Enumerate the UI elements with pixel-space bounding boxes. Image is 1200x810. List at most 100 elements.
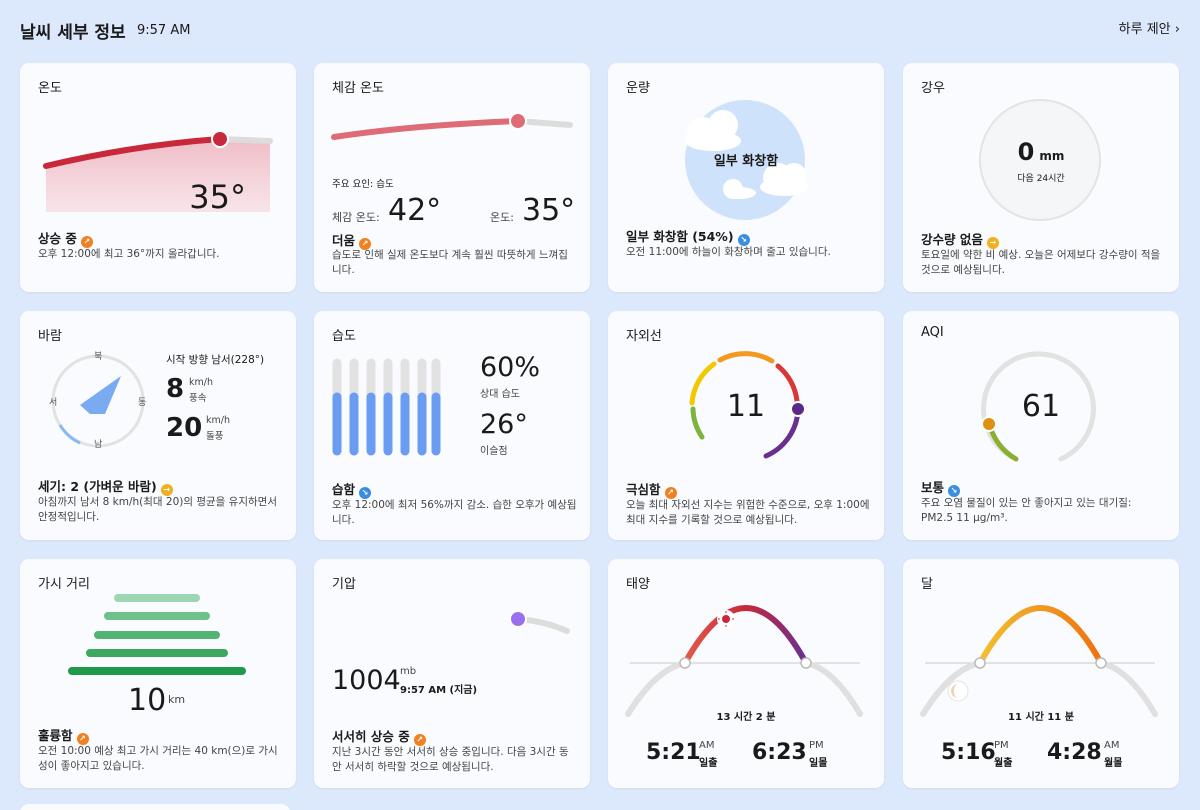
wind-compass xyxy=(51,354,145,448)
rain-amount: 0 mm xyxy=(1017,138,1065,166)
status: 일부 화창함 (54%) ↘ xyxy=(626,226,750,246)
cloud-center-label: 일부 화창함 xyxy=(713,154,779,169)
sunrise-time: 5:21 xyxy=(646,740,701,765)
description: 아침까지 남서 8 km/h(최대 20)의 평균을 유지하면서 안정적입니다. xyxy=(38,496,277,523)
compass-east: 동 xyxy=(138,398,147,408)
status: 보통 ↘ xyxy=(921,477,961,497)
moonrise-time: 5:16 xyxy=(941,740,996,765)
description: 습도로 인해 실제 온도보다 계속 훨씬 따뜻하게 느껴집니다. xyxy=(332,249,568,276)
uv-value: 11 xyxy=(726,389,766,424)
feels-label: 체감 온도: xyxy=(332,211,380,224)
rain-gauge xyxy=(979,99,1101,221)
status: 세기: 2 (가벼운 바람) → xyxy=(38,476,173,496)
temperature-card[interactable]: 온도 35° 상승 중 ↗ 오후 12:00에 최고 36°까지 올라갑니다. xyxy=(20,63,296,292)
trend-down-icon: ↘ xyxy=(737,234,750,246)
humidity-label: 상대 습도 xyxy=(480,389,520,400)
temperature-value: 35° xyxy=(189,178,246,216)
wind-speed-unit: km/h xyxy=(189,377,213,388)
description: 지난 3시간 동안 서서히 상승 중입니다. 다음 3시간 동안 서서히 하락할… xyxy=(332,746,569,773)
aqi-value: 61 xyxy=(1021,389,1061,424)
header: 날씨 세부 정보 9:57 AM 하루 제안 › xyxy=(20,14,1180,44)
trend-down-icon: ↘ xyxy=(948,485,961,497)
wind-gust-unit: km/h xyxy=(206,415,230,426)
wind-speed-label: 풍속 xyxy=(189,393,207,404)
wind-direction: 시작 방향 남서(228°) xyxy=(166,354,265,366)
trend-up-icon: ↗ xyxy=(76,733,89,745)
card-title: 달 xyxy=(921,577,933,592)
dew-point-label: 이슬점 xyxy=(480,446,508,457)
card-title: 가시 거리 xyxy=(38,577,90,592)
wind-speed: 8 xyxy=(166,374,185,404)
trend-up-icon: ↗ xyxy=(664,487,677,499)
status: 극심함 ↗ xyxy=(626,479,677,499)
description: 오전 10:00 예상 최고 가시 거리는 40 km(으)로 가시성이 좋아지… xyxy=(38,745,278,772)
description: 주요 오염 물질이 있는 안 좋아지고 있는 대기질: PM2.5 11 µg/… xyxy=(921,497,1132,524)
card-title: 운량 xyxy=(626,81,650,96)
status: 서서히 상승 중 ↗ xyxy=(332,726,426,746)
feels-like-card[interactable]: 체감 온도 주요 요인: 습도 체감 온도: 42° 온도: 35° 더움 ↗ 습… xyxy=(314,63,590,292)
temp-value: 35° xyxy=(522,193,576,228)
trend-up-icon: ↗ xyxy=(413,734,426,746)
sun-card[interactable]: 태양 13 시간 2 분 5:21 AM 일출 6:23 PM 일몰 xyxy=(608,559,884,788)
card-title: 바람 xyxy=(38,329,62,344)
sun-arc-graph xyxy=(625,605,863,717)
trend-down-icon: ↘ xyxy=(359,487,372,499)
moon-card[interactable]: 달 11 시간 11 분 5:16 PM 월출 4:28 AM 월몰 xyxy=(903,559,1179,788)
cloud-cover-card[interactable]: 운량 일부 화창함 일부 화창함 (54%) ↘ 오전 11:00에 하늘이 화창… xyxy=(608,63,884,292)
trend-up-icon: ↗ xyxy=(359,238,372,250)
sunset-time: 6:23 xyxy=(752,740,807,765)
feels-like-graph xyxy=(331,112,573,140)
pressure-time: 9:57 AM (지금) xyxy=(400,685,478,696)
trend-up-icon: ↗ xyxy=(80,236,93,248)
aqi-gauge xyxy=(981,351,1096,462)
uv-gauge xyxy=(689,351,806,459)
status: 강수량 없음 → xyxy=(921,229,999,249)
pressure-unit: mb xyxy=(400,666,417,677)
wind-card[interactable]: 바람 북 남 서 동 시작 방향 남서(228°) 8 km/h 풍속 20 k… xyxy=(20,311,296,540)
description: 오후 12:00에 최고 36°까지 올라갑니다. xyxy=(38,248,220,260)
wind-gust: 20 xyxy=(166,413,203,443)
status: 더움 ↗ xyxy=(332,230,372,250)
humidity-value: 60% xyxy=(480,352,541,383)
status: 상승 중 ↗ xyxy=(38,228,93,248)
rain-card[interactable]: 강우 0 mm 다음 24시간 강수량 없음 → 토요일에 약한 비 예상. 오늘… xyxy=(903,63,1179,292)
feels-value: 42° xyxy=(388,193,442,228)
sunset-label: 일몰 xyxy=(809,758,828,769)
uv-card[interactable]: 자외선 11 극심함 ↗ 오늘 최대 자외선 지수는 위험한 수준으로, 오후 1… xyxy=(608,311,884,540)
pressure-value: 1004 xyxy=(332,665,401,696)
description: 오전 11:00에 하늘이 화창하며 줄고 있습니다. xyxy=(626,246,831,258)
moonset-label: 월몰 xyxy=(1104,758,1123,769)
card-title: 태양 xyxy=(626,577,650,592)
description: 오늘 최대 자외선 지수는 위험한 수준으로, 오후 1:00에 최대 지수를 … xyxy=(626,499,870,526)
status: 습함 ↘ xyxy=(332,479,372,499)
moonset-ampm: AM xyxy=(1104,740,1120,751)
aqi-card[interactable]: AQI 61 보통 ↘ 주요 오염 물질이 있는 안 좋아지고 있는 대기질: P… xyxy=(903,311,1179,540)
moon-arc-graph xyxy=(920,605,1158,717)
temperature-graph xyxy=(43,130,273,212)
trend-flat-icon: → xyxy=(160,484,173,496)
card-title: 자외선 xyxy=(626,329,662,344)
pressure-card[interactable]: 기압 1004 mb 9:57 AM (지금) 서서히 상승 중 ↗ 지난 3시간… xyxy=(314,559,590,788)
temp-label: 온도: xyxy=(490,211,514,224)
card-title: 체감 온도 xyxy=(332,81,384,96)
trend-flat-icon: → xyxy=(986,237,999,249)
card-title: 기압 xyxy=(332,577,356,592)
compass-north: 북 xyxy=(94,352,103,362)
next-card-partial xyxy=(20,804,290,810)
page-title: 날씨 세부 정보 xyxy=(20,23,126,43)
status: 훌륭함 ↗ xyxy=(38,725,89,745)
description: 오후 12:00에 최저 56%까지 감소. 습한 오후가 예상됩니다. xyxy=(332,499,577,526)
wind-gust-label: 돌풍 xyxy=(206,431,224,442)
humidity-bars xyxy=(332,358,441,456)
dew-point-value: 26° xyxy=(480,409,528,440)
moonset-time: 4:28 xyxy=(1047,740,1102,765)
moonrise-ampm: PM xyxy=(994,740,1009,751)
chevron-right-icon: › xyxy=(1174,22,1180,37)
compass-south: 남 xyxy=(94,440,103,450)
visibility-card[interactable]: 가시 거리 10 km 훌륭함 ↗ 오전 10:00 예상 최고 가시 거리는 4… xyxy=(20,559,296,788)
daily-suggestion-link[interactable]: 하루 제안 › xyxy=(1118,22,1180,37)
compass-west: 서 xyxy=(49,398,58,408)
visibility-bars xyxy=(68,594,246,675)
humidity-card[interactable]: 습도 60% 상대 습도 26° 이슬점 습함 ↘ 오후 12:00에 최저 56… xyxy=(314,311,590,540)
visibility-value: 10 xyxy=(128,683,167,718)
